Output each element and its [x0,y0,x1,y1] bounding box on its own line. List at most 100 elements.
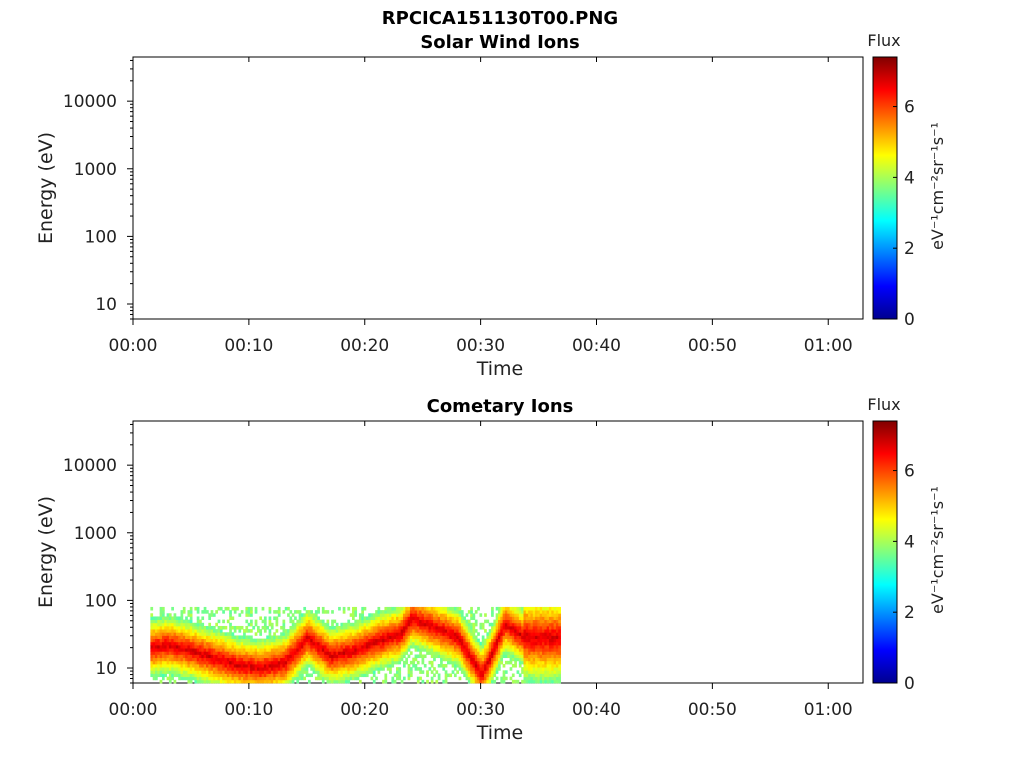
heatmap-cell [419,648,422,652]
heatmap-cell [419,651,422,655]
heatmap-cell [502,676,506,681]
heatmap-cell [514,657,517,662]
heatmap-cell [314,670,318,674]
heatmap-cell [240,673,244,678]
heatmap-cell [256,625,260,630]
heatmap-cell [511,613,515,617]
heatmap-cell [516,606,520,611]
heatmap-cell [477,657,480,662]
heatmap-cell [303,670,307,674]
heatmap-cell [224,660,228,665]
heatmap-cell [530,616,534,621]
heatmap-cell [386,667,390,671]
heatmap-cell [236,667,239,671]
heatmap-cell [328,660,332,665]
heatmap-cell [189,638,193,643]
heatmap-cell [430,670,434,674]
heatmap-cell [370,670,374,674]
heatmap-cell [180,673,184,678]
heatmap-cell [238,648,242,652]
heatmap-cell [375,632,378,636]
heatmap-cell [356,670,360,674]
heatmap-cell [479,679,483,684]
heatmap-cell [261,663,265,668]
heatmap-cell [321,629,325,633]
heatmap-cell [287,670,290,674]
heatmap-cell [347,648,351,652]
heatmap-cell [342,679,346,684]
heatmap-cell [159,673,163,678]
heatmap-cell [312,657,316,662]
heatmap-cell [548,676,552,681]
heatmap-cell [414,644,418,649]
heatmap-cell [430,622,434,627]
heatmap-cell [495,654,499,659]
heatmap-cell [511,657,515,662]
heatmap-cell [217,651,221,655]
heatmap-cell [535,606,538,611]
heatmap-cell [252,663,256,668]
heatmap-cell [298,660,302,665]
colorbar-unit-label: eV⁻¹cm⁻²sr⁻¹s⁻¹ [928,486,947,614]
heatmap-cell [326,676,330,681]
heatmap-cell [328,654,332,659]
heatmap-cell [305,622,309,627]
heatmap-cell [321,660,325,665]
heatmap-cell [458,641,462,646]
heatmap-cell [178,654,181,659]
heatmap-cell [219,638,223,643]
heatmap-cell [548,619,552,624]
heatmap-cell [548,648,552,652]
heatmap-cell [284,676,288,681]
heatmap-cell [530,651,534,655]
heatmap-cell [212,651,216,655]
heatmap-cell [379,657,383,662]
heatmap-cell [414,648,418,652]
heatmap-cell [245,660,249,665]
heatmap-cell [551,635,555,640]
heatmap-cell [219,648,223,652]
heatmap-cell [542,651,545,655]
heatmap-cell [363,638,367,643]
heatmap-cell [352,613,355,617]
heatmap-cell [321,648,325,652]
heatmap-cell [282,641,286,646]
heatmap-cell [544,660,548,665]
heatmap-cell [268,606,272,611]
heatmap-cell [386,644,390,649]
heatmap-cell [530,663,534,668]
heatmap-cell [270,635,274,640]
heatmap-cell [301,619,304,624]
heatmap-cell [238,638,242,643]
heatmap-cell [449,660,453,665]
heatmap-cell [185,635,188,640]
heatmap-cell [233,657,237,662]
heatmap-cell [250,606,253,611]
heatmap-cell [542,654,545,659]
heatmap-cell [558,644,561,649]
heatmap-cell [409,651,413,655]
heatmap-cell [319,641,323,646]
heatmap-cell [203,670,207,674]
heatmap-cell [219,679,223,684]
heatmap-cell [453,610,457,614]
heatmap-cell [491,641,494,646]
heatmap-cell [509,676,513,681]
heatmap-cell [558,663,561,668]
heatmap-cell [428,632,432,636]
heatmap-cell [250,667,253,671]
heatmap-cell [428,625,432,630]
heatmap-cell [240,663,244,668]
heatmap-cell [180,644,184,649]
heatmap-cell [500,619,504,624]
heatmap-cell [189,644,193,649]
heatmap-cell [379,619,383,624]
heatmap-cell [382,622,385,627]
heatmap-cell [447,654,450,659]
heatmap-cell [331,654,334,659]
heatmap-cell [326,610,330,614]
heatmap-cell [463,670,466,674]
heatmap-cell [361,619,364,624]
heatmap-cell [310,660,314,665]
heatmap-cell [495,660,499,665]
